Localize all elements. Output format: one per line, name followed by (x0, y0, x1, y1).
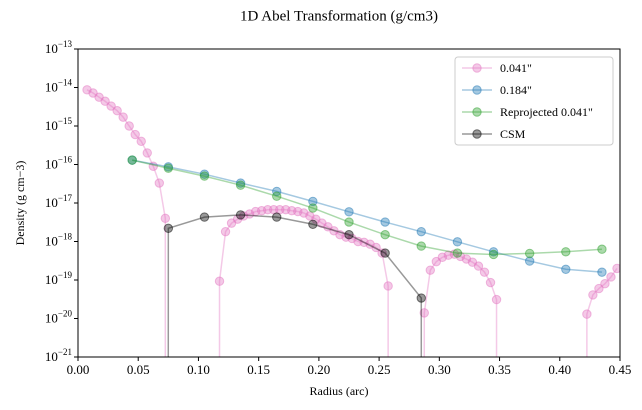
data-point (488, 247, 499, 257)
x-tick-label: 0.00 (67, 362, 90, 377)
data-point (344, 230, 354, 240)
data-point (524, 248, 535, 259)
data-point (600, 279, 610, 289)
data-point (308, 203, 318, 213)
y-tick-label: 10−18 (45, 232, 73, 249)
x-axis-label: Radius (arc) (310, 384, 369, 398)
plot-area (82, 85, 620, 357)
data-point (524, 256, 535, 266)
data-point (606, 272, 616, 282)
legend-marker (472, 129, 482, 139)
legend-marker (472, 85, 482, 95)
data-point (163, 223, 174, 234)
data-point (344, 217, 354, 227)
legend-marker (472, 63, 482, 73)
x-tick-label: 0.35 (488, 362, 511, 377)
series-line (86, 89, 618, 357)
x-tick-label: 0.25 (368, 362, 391, 377)
data-point (473, 261, 484, 271)
data-point (112, 105, 122, 116)
data-point (488, 249, 499, 260)
data-point (220, 226, 231, 237)
data-point (163, 163, 174, 173)
data-point (612, 263, 620, 274)
chart-title: 1D Abel Transformation (g/cm3) (240, 8, 438, 24)
data-point (416, 241, 426, 251)
legend-label: Reprojected 0.041" (500, 105, 593, 119)
data-point (452, 237, 463, 247)
legend-label: 0.041" (500, 61, 532, 75)
x-tick-label: 0.05 (127, 362, 150, 377)
x-tick-label: 0.20 (308, 362, 331, 377)
data-point (377, 248, 387, 258)
data-point (344, 207, 354, 217)
data-point (235, 210, 246, 220)
x-tick-label: 0.10 (187, 362, 210, 377)
y-axis-label: Density (g cm−3) (13, 161, 27, 246)
data-point (380, 230, 390, 240)
data-point (272, 186, 282, 197)
data-point (380, 217, 390, 227)
data-point (235, 180, 246, 190)
data-point (235, 178, 246, 188)
data-point (199, 171, 210, 181)
series-line (132, 159, 602, 256)
data-point (272, 191, 282, 201)
data-point (416, 226, 426, 237)
data-point (416, 293, 426, 303)
data-point (380, 248, 390, 258)
data-point (371, 242, 381, 253)
data-point (127, 155, 137, 165)
data-point (308, 196, 318, 207)
legend-box (454, 56, 614, 146)
y-tick-label: 10−17 (45, 193, 73, 210)
data-point (597, 267, 607, 277)
x-tick-label: 0.15 (247, 362, 270, 377)
y-tick-label: 10−16 (45, 155, 73, 172)
y-tick-label: 10−14 (45, 78, 73, 95)
data-point (124, 121, 134, 131)
y-tick-label: 10−21 (45, 347, 72, 364)
y-tick-label: 10−15 (45, 116, 73, 133)
data-point (582, 309, 592, 319)
series-line (167, 214, 423, 357)
legend-label: CSM (500, 127, 526, 141)
legend-marker (472, 107, 482, 117)
data-point (160, 213, 171, 224)
data-point (214, 276, 225, 286)
data-point (479, 267, 490, 277)
series-line (132, 159, 602, 273)
data-point (452, 248, 463, 258)
x-tick-label: 0.40 (548, 362, 571, 377)
data-point (199, 212, 210, 222)
data-point (588, 290, 598, 300)
y-tick-label: 10−19 (45, 270, 73, 287)
data-point (130, 129, 140, 140)
data-point (491, 294, 502, 305)
data-point (485, 277, 496, 288)
y-tick-label: 10−13 (45, 39, 73, 56)
data-point (561, 247, 571, 257)
legend-label: 0.184" (500, 83, 532, 97)
data-point (425, 265, 435, 275)
data-point (308, 219, 318, 229)
data-point (142, 148, 152, 158)
data-point (597, 244, 607, 254)
data-point (272, 212, 282, 222)
x-tick-label: 0.30 (428, 362, 451, 377)
data-point (148, 161, 158, 171)
data-point (419, 308, 429, 318)
data-point (136, 136, 146, 147)
data-point (561, 264, 571, 274)
data-point (383, 281, 393, 291)
y-tick-label: 10−20 (45, 309, 73, 326)
data-point (154, 178, 165, 188)
data-point (100, 96, 110, 106)
data-point (118, 112, 128, 122)
data-point (594, 283, 604, 294)
x-tick-label: 0.45 (609, 362, 632, 377)
